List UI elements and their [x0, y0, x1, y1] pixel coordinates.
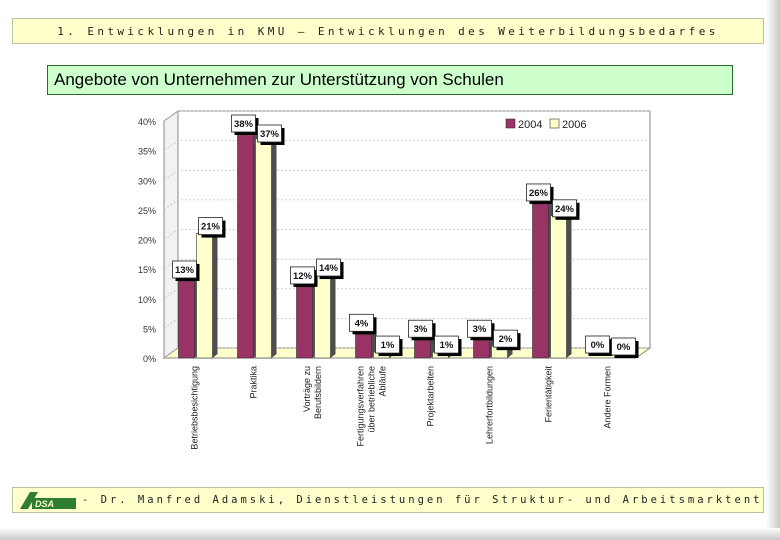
data-label-2006: 0% [617, 342, 631, 353]
data-label-2004: 0% [591, 340, 605, 351]
y-tick-label: 0% [143, 354, 156, 364]
data-label-2006: 14% [319, 263, 339, 274]
bar-2004 [414, 339, 431, 359]
y-gridline [163, 288, 650, 300]
x-category-label: Andere Formen [603, 366, 613, 429]
y-tick-label: 10% [138, 295, 156, 305]
y-gridline [163, 258, 650, 270]
x-category-label: Praktika [249, 366, 259, 399]
y-tick-label: 20% [138, 236, 156, 246]
data-label-2004: 13% [175, 265, 195, 276]
data-label-2006-box [611, 337, 636, 356]
data-label-2004: 3% [473, 324, 487, 335]
bar-2006-side [330, 271, 336, 358]
chart-title-box: Angebote von Unternehmen zur Unterstützu… [47, 65, 733, 95]
legend-label-2004: 2004 [518, 119, 542, 131]
y-gridline [163, 169, 650, 181]
data-label-2004-box [526, 183, 551, 202]
x-category-label: Lehrerfortbildungen [485, 366, 495, 444]
page-edge-shadow-right [766, 0, 780, 540]
data-label-2004-box [467, 319, 492, 338]
bar-2006-side [212, 229, 218, 358]
data-label-2006-box [552, 199, 577, 218]
x-category-label: Vorträge zu [302, 366, 312, 412]
data-label-2004-box [349, 313, 374, 332]
y-gridline [163, 317, 650, 329]
y-gridline [163, 229, 650, 240]
data-label-2006-box [434, 335, 459, 354]
data-label-2006-box [493, 329, 518, 348]
bar-2004 [532, 203, 549, 359]
plot-floor [162, 347, 652, 359]
data-label-2004: 4% [355, 318, 369, 329]
bar-2006 [255, 138, 272, 359]
data-label-2004: 38% [234, 119, 254, 130]
header-bar: 1. Entwicklungen in KMU – Entwicklungen … [12, 18, 764, 44]
bar-2004 [237, 132, 254, 359]
y-gridline [163, 110, 650, 122]
bar-2004 [355, 333, 372, 359]
bar-2006 [550, 215, 567, 359]
data-label-2006: 2% [499, 334, 513, 345]
data-label-2006: 1% [440, 340, 454, 351]
y-tick-label: 35% [138, 147, 156, 157]
bar-2006 [196, 233, 213, 359]
x-category-label: Fertigungsverfahren [356, 366, 366, 447]
bar-2004 [178, 280, 195, 359]
data-label-2006-box [316, 258, 341, 277]
header-text: 1. Entwicklungen in KMU – Entwicklungen … [57, 24, 719, 38]
data-label-2006: 1% [381, 340, 395, 351]
legend-swatch-2004 [505, 118, 516, 129]
chart-title: Angebote von Unternehmen zur Unterstützu… [54, 70, 504, 89]
bar-2006 [314, 274, 331, 359]
footer-bar [12, 487, 764, 513]
data-label-2004-box [585, 335, 610, 354]
data-label-2006: 37% [260, 129, 280, 140]
data-label-2004: 12% [293, 271, 313, 282]
y-gridline [163, 140, 650, 151]
data-label-2004: 3% [414, 324, 428, 335]
legend-swatch-2006 [549, 118, 560, 129]
data-label-2006-box [198, 217, 223, 235]
data-label-2004: 26% [529, 188, 549, 199]
data-label-2006: 24% [555, 204, 575, 215]
page-edge-shadow-bottom [0, 528, 780, 540]
data-label-2004-box [290, 266, 315, 285]
logo-text: DSA [35, 499, 54, 509]
x-category-label: Berufsbildern [313, 366, 323, 419]
legend-label-2006: 2006 [562, 119, 586, 131]
y-tick-label: 15% [138, 265, 156, 275]
dsa-logo: DSA [20, 492, 76, 509]
y-tick-label: 5% [143, 324, 156, 334]
x-category-label: Projektarbeiten [426, 366, 436, 427]
data-label-2004-box [408, 319, 433, 338]
x-category-label: über betriebliche [367, 366, 377, 433]
y-gridline [163, 199, 650, 211]
footer-text: - Dr. Manfred Adamski, Dienstleistungen … [82, 494, 762, 506]
data-label-2006-box [375, 335, 400, 354]
bar-2006-side [271, 134, 277, 358]
data-label-2006-box [257, 124, 282, 143]
bar-2004 [296, 286, 313, 359]
data-label-2004-box [172, 260, 197, 279]
x-category-label: Ferientätigkeit [544, 366, 554, 423]
y-tick-label: 30% [138, 176, 156, 186]
data-label-2004-box [231, 114, 256, 133]
x-category-label: Abläufe [378, 366, 388, 397]
y-tick-label: 25% [138, 206, 156, 216]
y-tick-label: 40% [138, 117, 156, 127]
bar-2004 [473, 339, 490, 359]
y-gridline [163, 347, 650, 359]
data-label-2006: 21% [201, 222, 221, 233]
x-category-label: Betriebsbesichtigung [190, 366, 200, 450]
bar-2006-side [566, 211, 572, 358]
